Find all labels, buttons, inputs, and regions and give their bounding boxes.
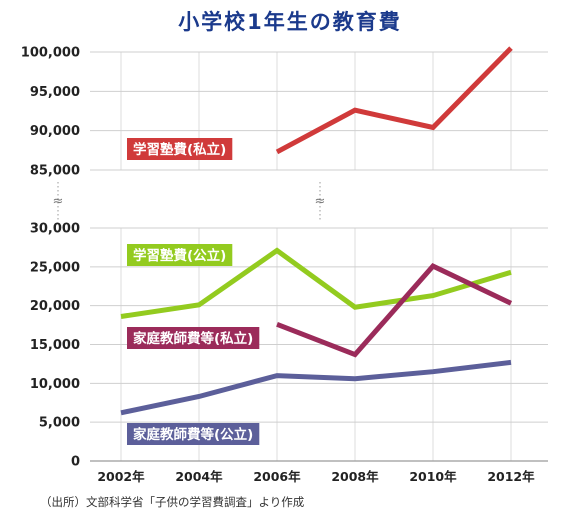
- y-tick-label: 25,000: [30, 260, 80, 275]
- y-tick-label: 90,000: [30, 124, 80, 139]
- series-line: [276, 263, 513, 358]
- series-label: 家庭教師費等(私立): [127, 327, 260, 349]
- y-tick-label: 30,000: [30, 222, 80, 237]
- y-tick-label: 20,000: [30, 299, 80, 314]
- y-tick-label: 100,000: [21, 46, 80, 61]
- label-layer: 学習塾費(私立) 学習塾費(公立) 家庭教師費等(私立) 家庭教師費等(公立): [127, 138, 260, 445]
- y-tick-label: 95,000: [30, 85, 80, 100]
- series-label-text: 学習塾費(私立): [133, 141, 226, 158]
- series-label-text: 家庭教師費等(私立): [133, 330, 253, 347]
- x-tick-label: 2006年: [253, 469, 301, 484]
- series-label-text: 学習塾費(公立): [133, 247, 226, 264]
- x-tick-label: 2004年: [175, 469, 223, 484]
- series-line: [120, 359, 512, 416]
- source-note: （出所）文部科学省「子供の学習費調査」より作成: [40, 495, 305, 509]
- series-label: 学習塾費(公立): [127, 244, 233, 266]
- x-tick-label: 2012年: [487, 469, 535, 484]
- series-label-box: [127, 244, 233, 266]
- y-tick-label: 10,000: [30, 377, 80, 392]
- y-tick-label: 0: [71, 455, 80, 470]
- series-label-box: [127, 138, 233, 160]
- series-label: 学習塾費(私立): [127, 138, 233, 160]
- axis-layer: 0 5,000 10,000 15,000 20,000 25,000 30,000 85,0…: [21, 46, 535, 485]
- y-tick-label: 5,000: [39, 416, 80, 431]
- series-label: 家庭教師費等(公立): [127, 423, 260, 445]
- x-tick-label: 2002年: [97, 469, 145, 484]
- series-line: [120, 247, 512, 319]
- y-tick-label: 85,000: [30, 164, 80, 179]
- chart-title: 小学校1年生の教育費: [178, 10, 402, 34]
- y-tick-label: 15,000: [30, 338, 80, 353]
- x-tick-label: 2008年: [331, 469, 379, 484]
- series-label-text: 家庭教師費等(公立): [133, 426, 253, 443]
- series-label-box: [127, 327, 260, 349]
- series-line: [275, 46, 513, 155]
- y-axis-break-mark: ≈: [53, 194, 64, 209]
- series-label-box: [127, 423, 260, 445]
- series-layer: [120, 46, 513, 416]
- x-tick-label: 2010年: [409, 469, 457, 484]
- plot-break-mark: ≈: [315, 194, 326, 209]
